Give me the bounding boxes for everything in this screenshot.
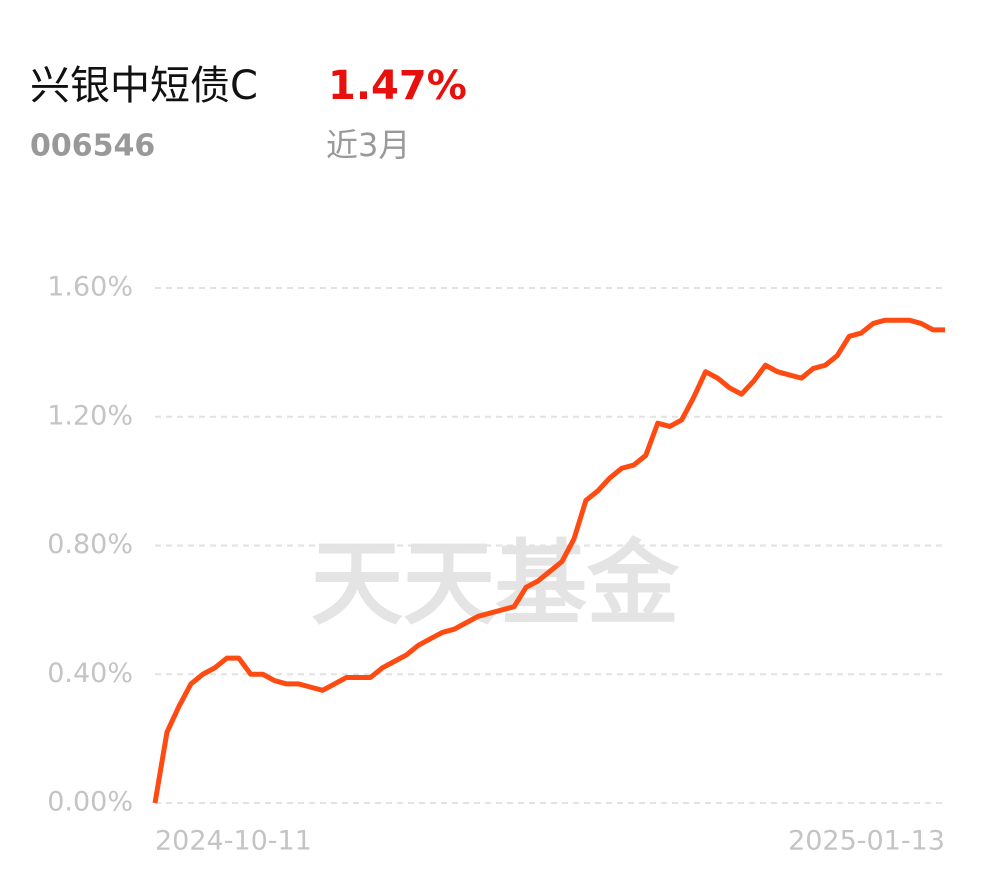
fund-name: 兴银中短债C xyxy=(30,63,258,109)
period: 近3月 xyxy=(326,126,410,164)
fund-code: 006546 xyxy=(30,129,155,164)
y-tick-label: 1.20% xyxy=(47,400,133,431)
y-tick-label: 1.60% xyxy=(47,272,133,303)
y-tick-label: 0.80% xyxy=(47,529,133,560)
x-tick-label: 2025-01-13 xyxy=(788,826,945,857)
line xyxy=(152,317,945,804)
fund-return: 1.47% xyxy=(328,63,467,109)
watermark: 天天基金 xyxy=(311,530,680,638)
y-tick-label: 0.40% xyxy=(47,658,133,689)
y-tick-label: 0.00% xyxy=(47,787,133,818)
x-tick-label: 2024-10-11 xyxy=(155,826,312,857)
